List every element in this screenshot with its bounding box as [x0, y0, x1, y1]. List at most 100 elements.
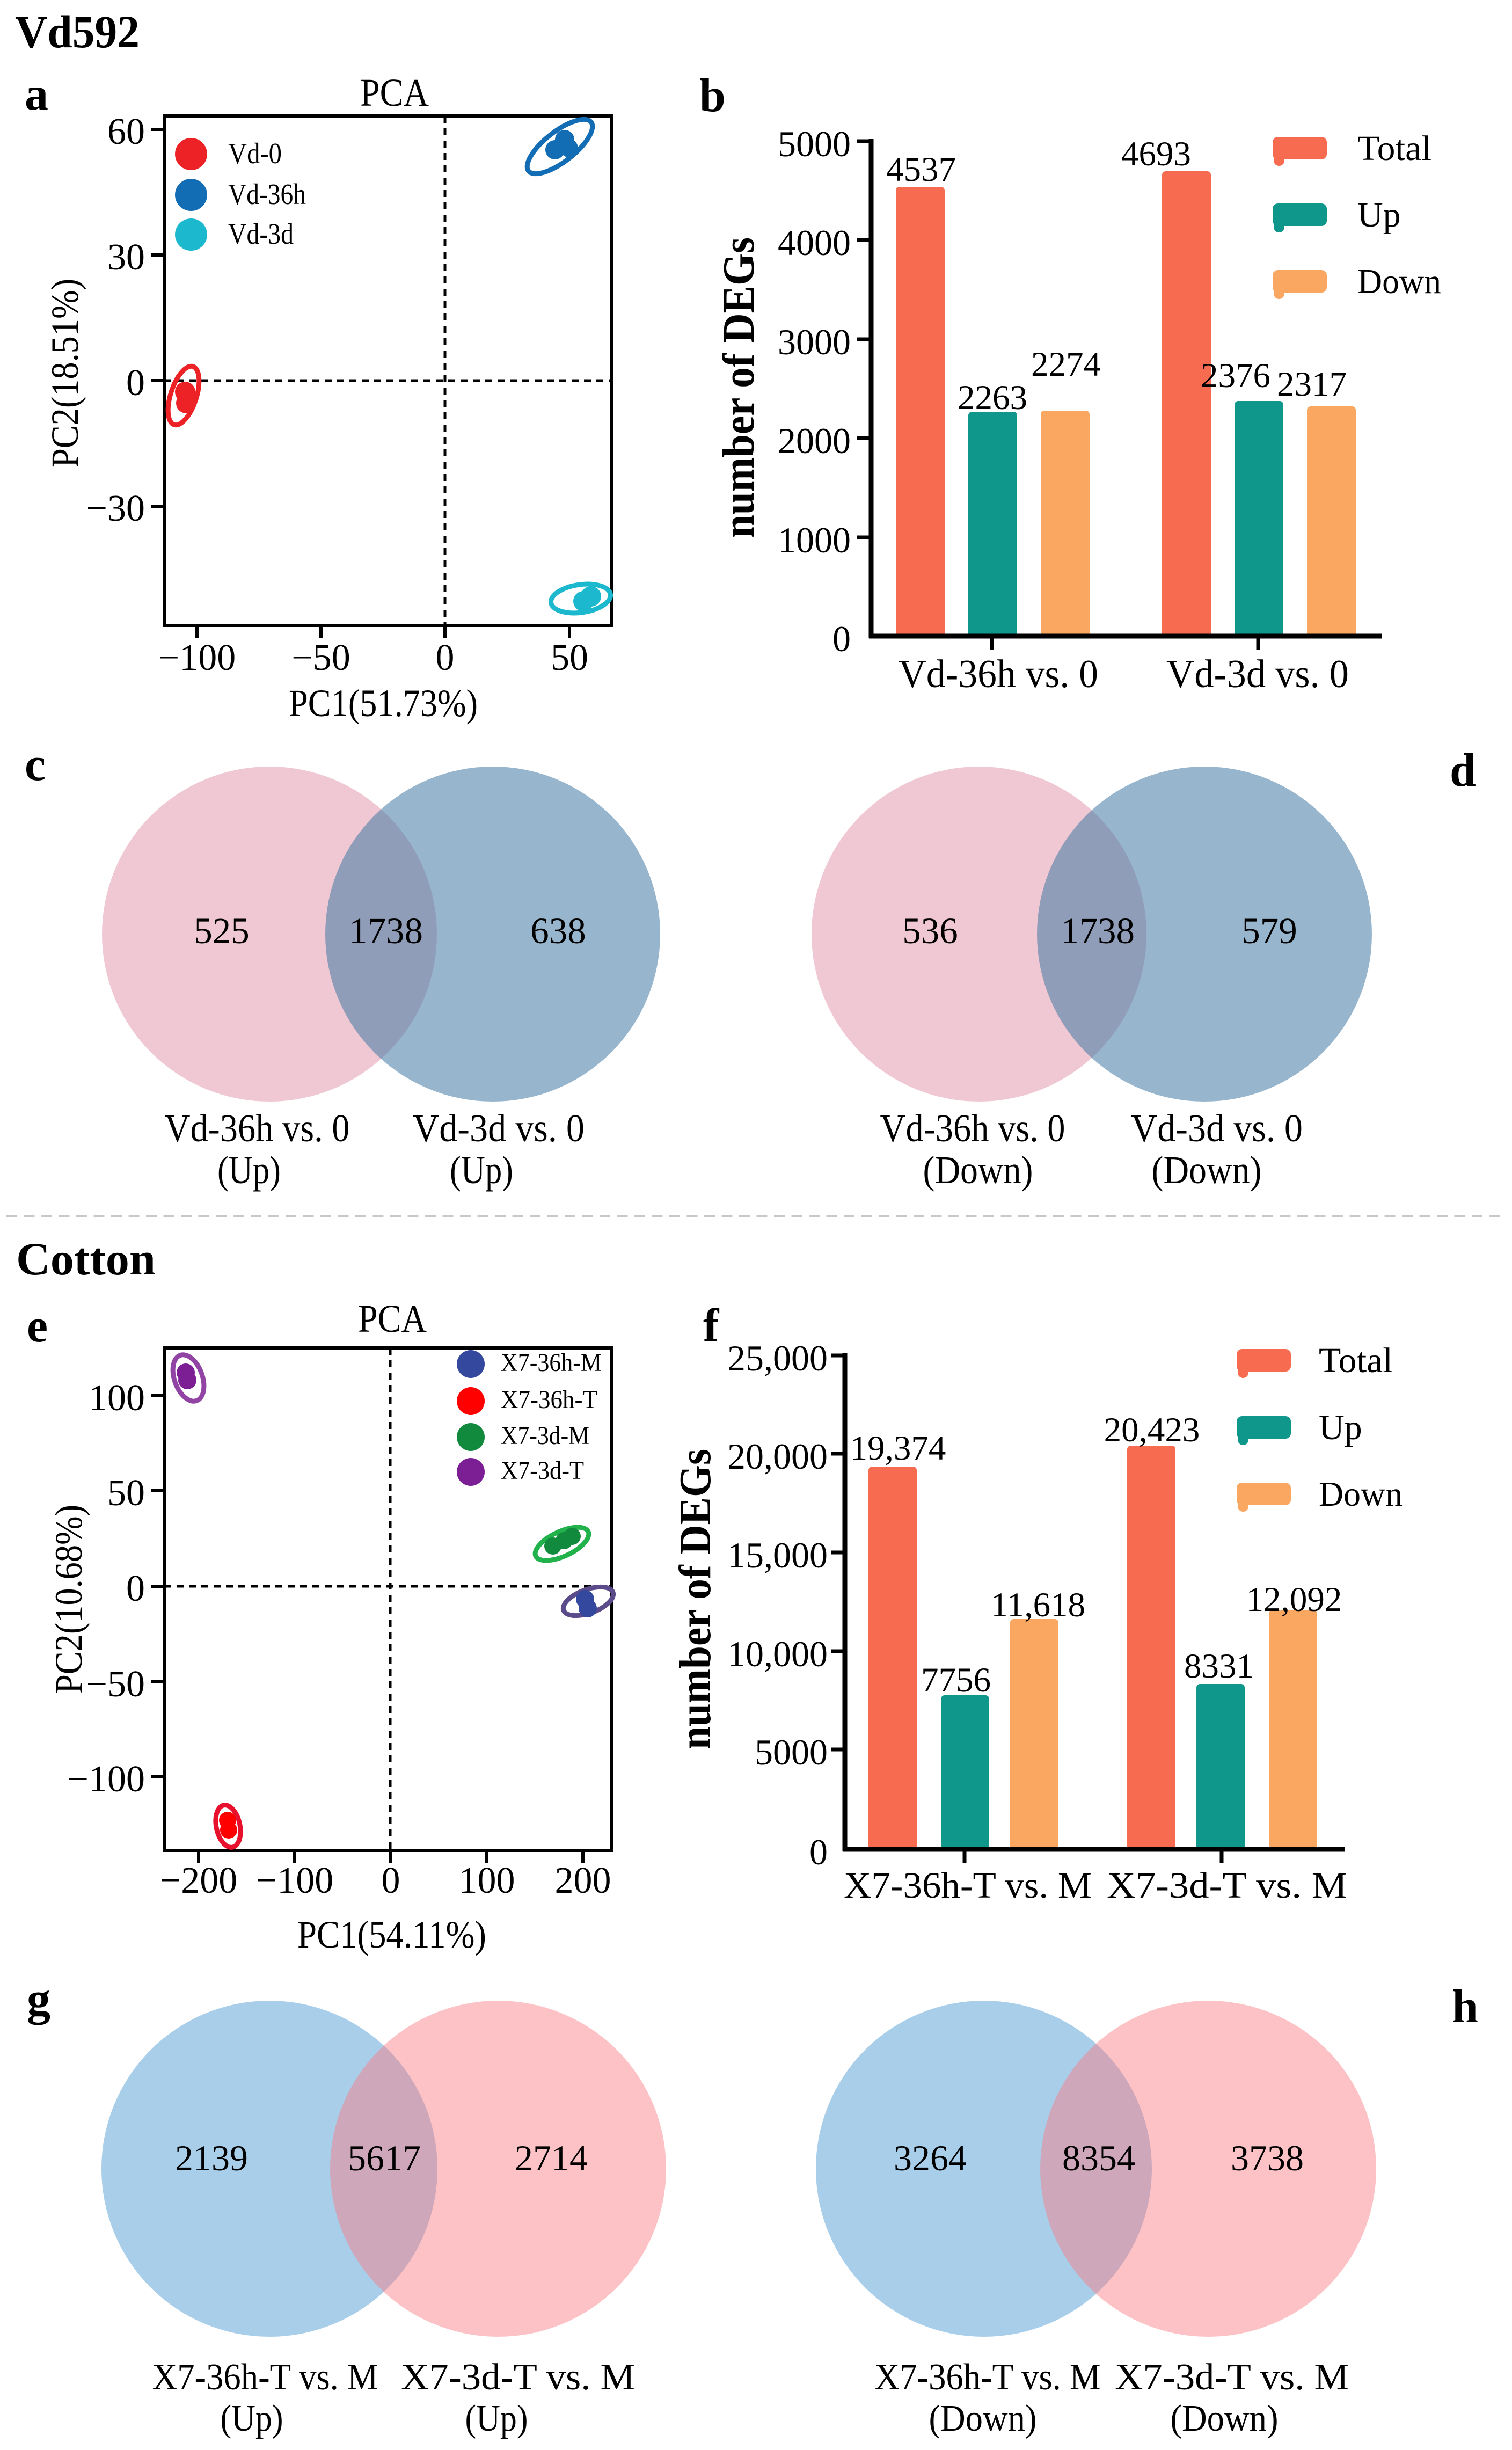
svg-text:20,000: 20,000 [727, 1436, 828, 1477]
svg-text:X7-36h-T: X7-36h-T [501, 1386, 597, 1414]
svg-text:2376: 2376 [1201, 356, 1270, 395]
svg-text:0: 0 [126, 1568, 145, 1609]
svg-text:(Down): (Down) [1171, 2398, 1279, 2439]
svg-text:525: 525 [194, 910, 250, 951]
svg-text:−30: −30 [86, 488, 145, 529]
svg-text:0: 0 [436, 637, 455, 679]
svg-text:100: 100 [89, 1377, 145, 1419]
svg-text:Total: Total [1319, 1341, 1393, 1380]
svg-text:(Down): (Down) [1152, 1148, 1262, 1192]
svg-text:100: 100 [459, 1860, 515, 1901]
svg-text:Vd-0: Vd-0 [228, 137, 282, 170]
svg-text:5000: 5000 [778, 123, 851, 164]
svg-text:50: 50 [107, 1472, 145, 1514]
svg-text:Total: Total [1357, 129, 1431, 168]
svg-text:0: 0 [126, 362, 145, 404]
svg-text:X7-36h-T vs. M: X7-36h-T vs. M [152, 2357, 378, 2398]
svg-text:PC2(18.51%): PC2(18.51%) [43, 279, 86, 468]
svg-text:4000: 4000 [778, 222, 851, 263]
svg-text:a: a [25, 68, 48, 120]
svg-text:−100: −100 [256, 1860, 333, 1901]
svg-text:e: e [27, 1300, 48, 1352]
svg-text:X7-36h-T vs. M: X7-36h-T vs. M [844, 1865, 1092, 1906]
svg-text:3264: 3264 [894, 2138, 967, 2178]
svg-text:2714: 2714 [515, 2138, 588, 2178]
svg-text:19,374: 19,374 [850, 1429, 946, 1468]
svg-text:X7-3d-M: X7-3d-M [501, 1421, 589, 1450]
svg-text:1738: 1738 [1061, 910, 1135, 951]
svg-text:(Up): (Up) [450, 1148, 513, 1192]
svg-text:X7-3d-T vs. M: X7-3d-T vs. M [401, 2357, 635, 2398]
svg-text:f: f [703, 1300, 720, 1352]
svg-text:Down: Down [1319, 1475, 1403, 1514]
svg-text:11,618: 11,618 [991, 1586, 1085, 1624]
svg-text:Cotton: Cotton [16, 1233, 156, 1285]
svg-text:4693: 4693 [1121, 135, 1191, 173]
svg-text:(Up): (Up) [221, 2398, 283, 2439]
svg-text:(Down): (Down) [929, 2398, 1037, 2439]
svg-text:Vd-36h vs. 0: Vd-36h vs. 0 [880, 1106, 1065, 1150]
svg-text:2263: 2263 [958, 378, 1027, 417]
svg-text:Down: Down [1357, 262, 1441, 301]
svg-text:0: 0 [832, 618, 851, 659]
svg-text:2139: 2139 [175, 2138, 248, 2178]
svg-text:PC1(51.73%): PC1(51.73%) [289, 682, 478, 725]
svg-text:(Down): (Down) [923, 1148, 1033, 1192]
svg-text:5617: 5617 [348, 2138, 421, 2178]
svg-text:c: c [25, 739, 46, 791]
svg-text:200: 200 [555, 1860, 611, 1901]
svg-text:(Up): (Up) [465, 2398, 528, 2439]
svg-text:Vd-3d vs. 0: Vd-3d vs. 0 [1166, 652, 1349, 696]
svg-text:Vd-3d vs. 0: Vd-3d vs. 0 [413, 1106, 585, 1150]
svg-text:g: g [27, 1973, 50, 2025]
svg-text:number of DEGs: number of DEGs [714, 237, 764, 538]
svg-text:Vd-36h vs. 0: Vd-36h vs. 0 [899, 652, 1098, 696]
svg-text:X7-3d-T vs. M: X7-3d-T vs. M [1115, 2357, 1349, 2398]
svg-text:1738: 1738 [349, 910, 423, 951]
svg-text:−100: −100 [68, 1759, 145, 1800]
svg-text:number of DEGs: number of DEGs [670, 1449, 720, 1749]
svg-text:(Up): (Up) [217, 1148, 281, 1192]
svg-text:25,000: 25,000 [727, 1338, 828, 1379]
svg-text:−200: −200 [160, 1860, 237, 1901]
svg-text:d: d [1450, 745, 1476, 797]
svg-text:Vd-36h: Vd-36h [228, 178, 306, 210]
svg-text:8331: 8331 [1184, 1647, 1254, 1686]
svg-text:PC1(54.11%): PC1(54.11%) [297, 1913, 486, 1956]
svg-text:Up: Up [1357, 195, 1401, 235]
svg-text:12,092: 12,092 [1246, 1580, 1342, 1619]
svg-text:3000: 3000 [778, 322, 851, 362]
svg-text:PC2(10.68%): PC2(10.68%) [47, 1505, 90, 1694]
svg-text:60: 60 [107, 111, 145, 152]
svg-text:8354: 8354 [1062, 2138, 1135, 2178]
svg-text:20,423: 20,423 [1104, 1411, 1200, 1449]
svg-text:PCA: PCA [358, 1297, 427, 1340]
svg-text:Vd-3d: Vd-3d [228, 217, 294, 250]
svg-text:b: b [699, 70, 726, 122]
svg-text:−100: −100 [158, 637, 236, 679]
svg-text:638: 638 [530, 910, 586, 951]
svg-text:0: 0 [809, 1832, 828, 1872]
svg-text:Vd592: Vd592 [15, 6, 140, 57]
svg-text:5000: 5000 [755, 1732, 828, 1773]
svg-text:2000: 2000 [778, 420, 851, 461]
svg-text:h: h [1452, 1981, 1478, 2033]
svg-text:X7-3d-T: X7-3d-T [501, 1456, 584, 1485]
svg-text:579: 579 [1241, 910, 1297, 951]
svg-text:2274: 2274 [1031, 345, 1101, 384]
svg-text:3738: 3738 [1231, 2138, 1304, 2178]
svg-text:50: 50 [551, 637, 588, 679]
svg-text:15,000: 15,000 [727, 1535, 828, 1576]
svg-text:536: 536 [902, 910, 958, 951]
svg-text:Vd-3d vs. 0: Vd-3d vs. 0 [1131, 1106, 1303, 1150]
svg-text:30: 30 [107, 237, 145, 278]
svg-text:4537: 4537 [886, 150, 956, 189]
svg-text:PCA: PCA [360, 71, 429, 114]
svg-text:10,000: 10,000 [727, 1634, 828, 1674]
svg-text:0: 0 [382, 1860, 400, 1901]
svg-text:7756: 7756 [921, 1661, 991, 1700]
svg-text:1000: 1000 [778, 520, 851, 560]
svg-text:−50: −50 [291, 637, 350, 679]
svg-text:Vd-36h vs. 0: Vd-36h vs. 0 [165, 1106, 350, 1150]
svg-text:X7-36h-T vs. M: X7-36h-T vs. M [875, 2357, 1101, 2398]
